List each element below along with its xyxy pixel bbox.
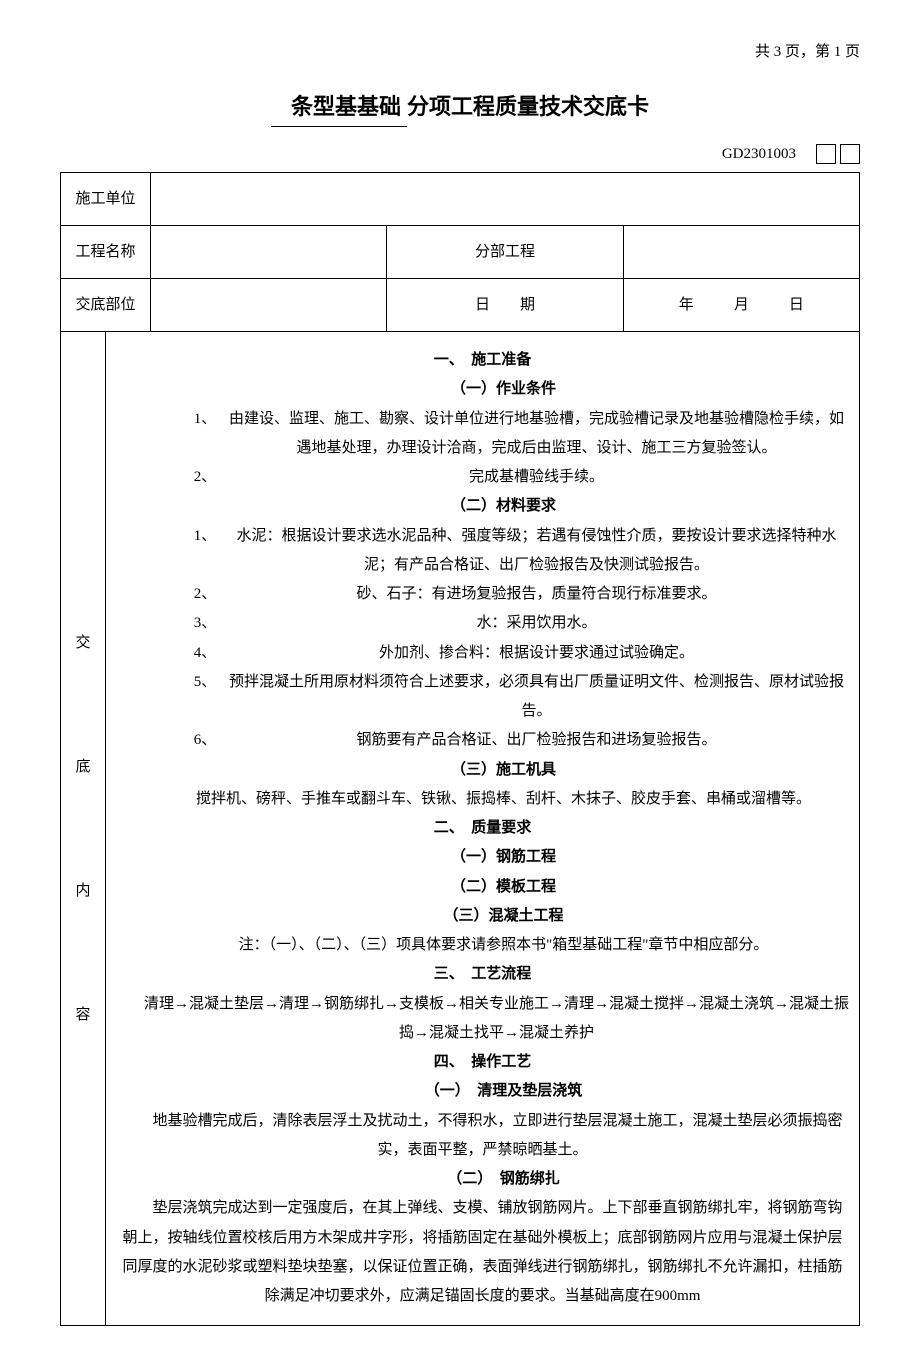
date-d: 日 <box>789 293 804 317</box>
sec1-m1: 1、水泥：根据设计要求选水泥品种、强度等级；若遇有侵蚀性介质，要按设计要求选择特… <box>116 522 849 581</box>
code-row: GD2301003 <box>60 142 860 166</box>
label-subproject: 分部工程 <box>387 226 623 279</box>
sec4-head: 四、 操作工艺 <box>434 1054 532 1070</box>
main-table: 施工单位 工程名称 分部工程 交底部位 日 期 年 月 日 交 底 内 容 一、… <box>60 172 860 1326</box>
title-suffix: 分项工程质量技术交底卡 <box>407 94 649 119</box>
side-label: 交 底 内 容 <box>61 332 106 1326</box>
row-section: 交底部位 日 期 年 月 日 <box>61 279 860 332</box>
checkbox-1[interactable] <box>816 144 836 164</box>
sec3-flow: 清理→混凝土垫层→清理→钢筋绑扎→支模板→相关专业施工→清理→混凝土搅拌→混凝土… <box>116 990 849 1049</box>
side-c2: 底 <box>71 705 95 829</box>
sec2-q1: （一）钢筋工程 <box>116 843 849 872</box>
sec1-m2: 2、砂、石子：有进场复验报告，质量符合现行标准要求。 <box>116 580 849 609</box>
sec4-p1: 地基验槽完成后，清除表层浮土及扰动土，不得积水，立即进行垫层混凝土施工，混凝土垫… <box>116 1107 849 1166</box>
label-date: 日 期 <box>387 279 623 332</box>
page-info: 共 3 页，第 1 页 <box>60 40 860 64</box>
sec1-m3: 3、水：采用饮用水。 <box>116 609 849 638</box>
row-unit: 施工单位 <box>61 173 860 226</box>
label-project: 工程名称 <box>61 226 151 279</box>
sec1-m4: 4、外加剂、掺合料：根据设计要求通过试验确定。 <box>116 639 849 668</box>
sec1-m6: 6、钢筋要有产品合格证、出厂检验报告和进场复验报告。 <box>116 726 849 755</box>
sec4-p2: 垫层浇筑完成达到一定强度后，在其上弹线、支模、铺放钢筋网片。上下部垂直钢筋绑扎牢… <box>116 1194 849 1311</box>
date-y: 年 <box>679 293 694 317</box>
sec1-m5: 5、预拌混凝土所用原材料须符合上述要求，必须具有出厂质量证明文件、检测报告、原材… <box>116 668 849 727</box>
sec1-sub2: （二）材料要求 <box>116 492 849 521</box>
value-section[interactable] <box>151 279 387 332</box>
checkbox-group <box>816 144 860 164</box>
label-unit: 施工单位 <box>61 173 151 226</box>
sec1-head: 一、 施工准备 <box>434 352 532 368</box>
sec2-q3: （三）混凝土工程 <box>116 902 849 931</box>
side-c3: 内 <box>71 829 95 953</box>
label-section: 交底部位 <box>61 279 151 332</box>
checkbox-2[interactable] <box>840 144 860 164</box>
sec1-i1: 1、由建设、监理、施工、勘察、设计单位进行地基验槽，完成验槽记录及地基验槽隐检手… <box>116 405 849 464</box>
row-project: 工程名称 分部工程 <box>61 226 860 279</box>
value-unit[interactable] <box>151 173 860 226</box>
sec4-s2: （二） 钢筋绑扎 <box>116 1165 849 1194</box>
sec2-head: 二、 质量要求 <box>434 820 532 836</box>
value-subproject[interactable] <box>623 226 859 279</box>
title-prefix: 条型基基础 <box>271 89 407 127</box>
doc-code: GD2301003 <box>722 142 796 166</box>
date-m: 月 <box>734 293 749 317</box>
sec1-tools: 搅拌机、磅秤、手推车或翻斗车、铁锹、振捣棒、刮杆、木抹子、胶皮手套、串桶或溜槽等… <box>116 785 849 814</box>
side-c1: 交 <box>71 581 95 705</box>
sec1-sub3: （三）施工机具 <box>116 756 849 785</box>
doc-title: 条型基基础分项工程质量技术交底卡 <box>60 89 860 127</box>
side-c4: 容 <box>71 953 95 1077</box>
sec2-note: 注：（一）、（二）、（三）项具体要求请参照本书"箱型基础工程"章节中相应部分。 <box>116 931 849 960</box>
row-content: 交 底 内 容 一、 施工准备 （一）作业条件 1、由建设、监理、施工、勘察、设… <box>61 332 860 1326</box>
value-date[interactable]: 年 月 日 <box>623 279 859 332</box>
sec1-i2: 2、完成基槽验线手续。 <box>116 463 849 492</box>
value-project[interactable] <box>151 226 387 279</box>
sec2-q2: （二）模板工程 <box>116 873 849 902</box>
sec1-sub1: （一）作业条件 <box>116 375 849 404</box>
sec4-s1: （一） 清理及垫层浇筑 <box>116 1077 849 1106</box>
sec3-head: 三、 工艺流程 <box>434 966 532 982</box>
content-body: 一、 施工准备 （一）作业条件 1、由建设、监理、施工、勘察、设计单位进行地基验… <box>106 332 860 1326</box>
